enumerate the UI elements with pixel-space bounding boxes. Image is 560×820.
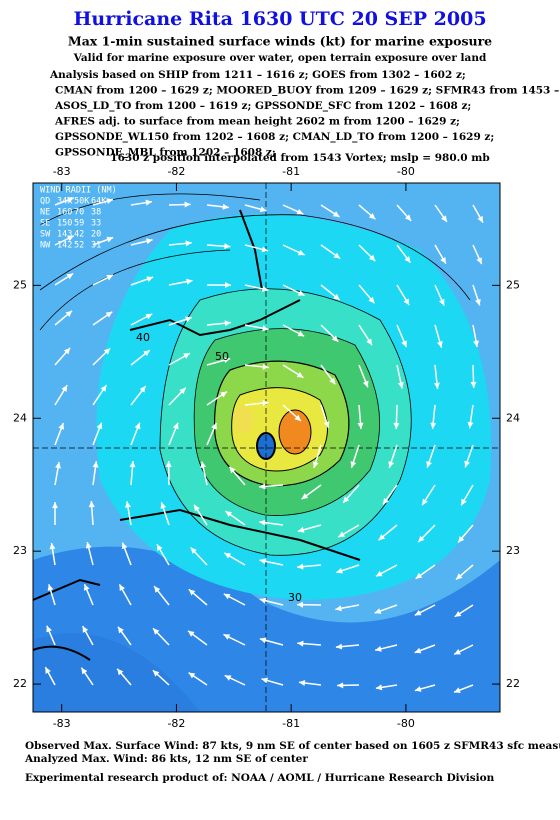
title: Hurricane Rita 1630 UTC 20 SEP 2005 [73,8,486,30]
subtitle: Max 1-min sustained surface winds (kt) f… [68,34,492,49]
contour-label: 40 [136,331,150,344]
radii-cell: 160 [57,208,72,218]
x-tick-label: -82 [167,717,185,730]
radii-cell: QD [40,197,50,207]
y-tick-label: 22 [506,677,520,690]
analysis-line: Analysis based on SHIP from 1211 – 1616 … [49,69,466,81]
radii-cell: 64K [91,197,107,207]
footer-line: Analyzed Max. Wind: 86 kts, 12 nm SE of … [24,753,308,765]
radii-cell: 33 [91,219,101,229]
radii-cell: 52 [74,241,84,251]
y-tick-label: 25 [13,278,27,291]
analysis-line: ASOS_LD_TO from 1200 – 1619 z; GPSSONDE_… [54,100,471,113]
radii-cell: NW [40,241,51,251]
footer-line: Experimental research product of: NOAA /… [25,772,495,784]
radii-title: WIND RADII (NM) [40,186,117,196]
radii-cell: 142 [57,241,72,251]
radii-cell: 143 [57,230,72,240]
analysis-line: AFRES adj. to surface from mean height 2… [54,116,460,128]
analysis-line: GPSSONDE_MBL from 1202 – 1608 z; [55,147,276,160]
y-tick-label: 23 [13,544,27,557]
y-tick-label: 23 [506,544,520,557]
radii-cell: 31 [91,241,101,251]
x-tick-label: -81 [282,165,300,178]
radii-cell: 50K [74,197,90,207]
radii-cell: 20 [91,230,101,240]
radii-cell: 59 [74,219,84,229]
radii-cell: 70 [74,208,84,218]
radii-cell: SE [40,219,50,229]
x-tick-label: -83 [53,717,71,730]
radii-cell: 42 [74,230,84,240]
x-tick-label: -80 [397,717,415,730]
y-tick-label: 24 [506,411,520,424]
radii-cell: SW [40,230,51,240]
footer-line: Observed Max. Surface Wind: 87 kts, 9 nm… [25,740,560,752]
wind-field [33,183,500,712]
analysis-line: CMAN from 1200 – 1629 z; MOORED_BUOY fro… [55,85,560,98]
x-tick-label: -83 [53,165,71,178]
x-tick-label: -80 [397,165,415,178]
y-tick-label: 22 [13,677,27,690]
x-tick-label: -82 [167,165,185,178]
radii-cell: 34K [57,197,73,207]
y-tick-label: 24 [13,411,27,424]
subtitle: Valid for marine exposure over water, op… [73,52,487,64]
y-tick-label: 25 [506,278,520,291]
analysis-line: GPSSONDE_WL150 from 1202 – 1608 z; CMAN_… [55,131,494,144]
contour-label: 50 [215,350,229,363]
radii-cell: NE [40,208,50,218]
contour-label: 30 [288,591,302,604]
x-tick-label: -81 [282,717,300,730]
radii-cell: 38 [91,208,101,218]
radii-cell: 150 [57,219,72,229]
